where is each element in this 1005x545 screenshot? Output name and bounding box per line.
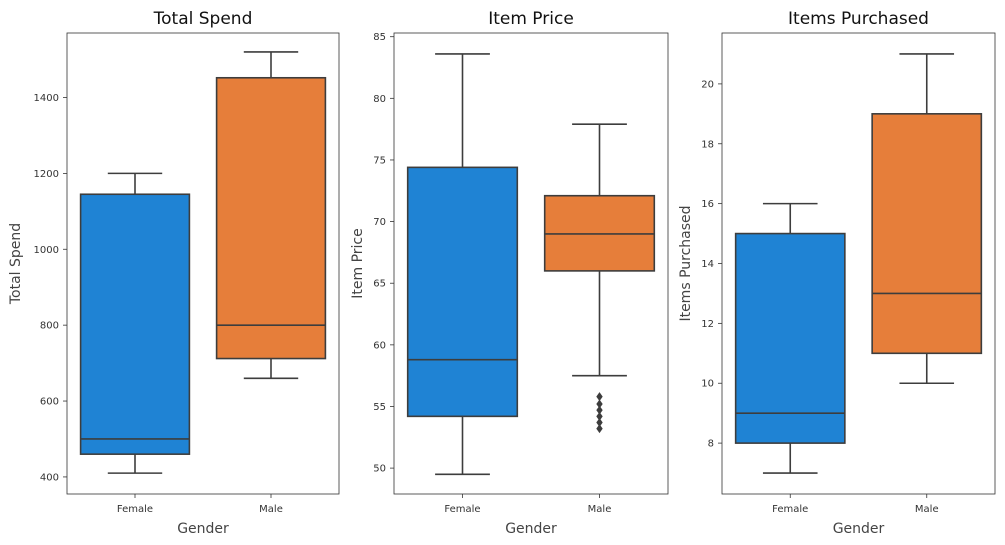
y-tick-label: 1400 [34,93,59,104]
chart-title: Item Price [488,9,574,29]
x-axis-label: Gender [505,521,557,537]
box-female [406,53,519,476]
iqr-box [871,113,983,355]
y-tick-label: 70 [373,217,386,228]
y-tick-label: 600 [40,397,59,408]
y-tick-label: 16 [701,199,714,210]
y-tick-label: 12 [701,319,714,330]
outlier-point [596,411,603,421]
subplot-2: Item Price 50 55 60 65 70 75 80 85 Female Male Gend… [350,9,669,537]
iqr-box [734,232,846,444]
box-female [734,202,846,474]
x-tick-label: Male [588,504,612,515]
x-axis-label: Gender [833,521,885,537]
y-tick-label: 8 [708,439,714,450]
x-tick-label: Female [444,504,480,515]
subplot-3: Items Purchased 8 10 12 14 16 18 20 Female Male Ge… [678,9,996,537]
subplot-1: Total Spend 400 600 800 1000 1200 1400 Female Ma… [8,9,340,537]
y-tick-label: 55 [373,402,386,413]
chart-title: Items Purchased [788,9,929,29]
y-axis-label: Total Spend [8,223,24,305]
outlier-point [596,424,603,434]
y-tick-label: 20 [701,79,714,90]
outlier-point [596,399,603,409]
x-tick-label: Female [117,504,153,515]
y-tick-label: 800 [40,321,59,332]
x-axis-label: Gender [177,521,229,537]
y-tick-label: 1000 [34,245,59,256]
box-male [871,53,983,385]
y-tick-label: 14 [701,259,714,270]
box-male [215,51,327,380]
y-tick-label: 65 [373,279,386,290]
chart-title: Total Spend [153,9,253,29]
iqr-box [215,76,327,360]
y-tick-label: 60 [373,340,386,351]
y-tick-label: 80 [373,94,386,105]
axes-frame [721,32,996,495]
y-tick-label: 1200 [34,169,59,180]
iqr-box [406,166,519,418]
y-tick-label: 50 [373,464,386,475]
axes-frame [66,32,340,495]
y-tick-label: 85 [373,32,386,43]
y-tick-label: 75 [373,155,386,166]
y-tick-label: 18 [701,139,714,150]
y-axis-label: Item Price [350,228,366,298]
y-tick-label: 400 [40,472,59,483]
axes-frame [393,32,669,495]
outlier-point [596,405,603,415]
box-male [543,123,656,434]
x-tick-label: Male [915,504,939,515]
iqr-box [79,193,191,455]
x-tick-label: Female [772,504,808,515]
outlier-point [596,418,603,428]
y-axis-label: Items Purchased [678,205,694,321]
y-tick-label: 10 [701,379,714,390]
box-female [79,172,191,474]
outlier-point [596,392,603,402]
x-tick-label: Male [259,504,283,515]
